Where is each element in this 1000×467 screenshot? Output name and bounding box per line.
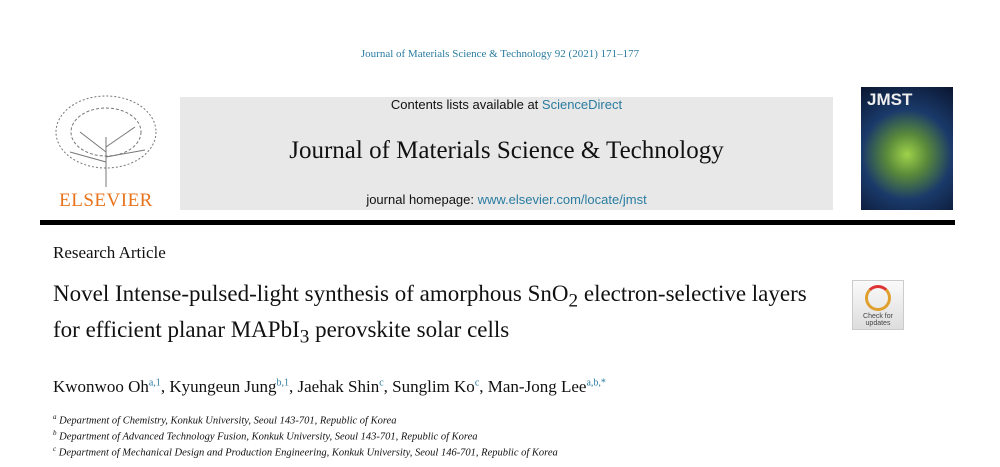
author-name: Kyungeun Jung — [169, 377, 277, 396]
journal-citation[interactable]: Journal of Materials Science & Technolog… — [360, 48, 640, 60]
check-for-updates-button[interactable]: Check for updates — [852, 280, 904, 330]
affiliation-mark: c — [53, 445, 57, 453]
contents-prefix: Contents lists available at — [390, 97, 542, 112]
check-line2: updates — [865, 320, 891, 327]
title-subscript: 2 — [568, 290, 579, 312]
title-part: electron-selective layers for efficient … — [53, 281, 807, 342]
tree-icon — [55, 95, 157, 187]
publisher-name: ELSEVIER — [59, 190, 153, 211]
author[interactable]: Kyungeun Jungb,1 — [169, 377, 289, 396]
author-name: Sunglim Ko — [392, 377, 475, 396]
title-subscript: 3 — [299, 326, 310, 348]
author-affiliation-mark[interactable]: a,1 — [148, 377, 161, 389]
author-list: Kwonwoo Oha,1, Kyungeun Jungb,1, Jaehak … — [53, 377, 606, 396]
bookmark-icon — [865, 285, 891, 311]
affiliation: a Department of Chemistry, Konkuk Univer… — [53, 413, 396, 427]
check-line1: Check for — [863, 313, 893, 320]
contents-line: Contents lists available at ScienceDirec… — [180, 97, 833, 113]
article-type: Research Article — [53, 243, 166, 262]
title-part: perovskite solar cells — [309, 316, 510, 342]
author[interactable]: Sunglim Koc — [392, 377, 479, 396]
author[interactable]: Man-Jong Leea,b,* — [488, 377, 606, 396]
elsevier-logo[interactable]: ELSEVIER — [50, 92, 162, 212]
homepage-link[interactable]: www.elsevier.com/locate/jmst — [477, 192, 647, 207]
affiliation-mark: a — [53, 413, 57, 421]
affiliation: c Department of Mechanical Design and Pr… — [53, 445, 558, 459]
homepage-line: journal homepage: www.elsevier.com/locat… — [180, 192, 833, 207]
author-name: Man-Jong Lee — [487, 377, 587, 396]
affiliation-text: Department of Advanced Technology Fusion… — [59, 431, 478, 443]
title-part: Novel Intense-pulsed-light synthesis of … — [53, 281, 569, 306]
homepage-prefix: journal homepage: — [366, 192, 478, 207]
affiliation: b Department of Advanced Technology Fusi… — [53, 429, 478, 443]
affiliation-text: Department of Chemistry, Konkuk Universi… — [59, 415, 397, 427]
header-divider — [40, 220, 955, 225]
author[interactable]: Jaehak Shinc — [298, 377, 384, 396]
author-name: Kwonwoo Oh — [53, 377, 149, 396]
journal-header-box: Contents lists available at ScienceDirec… — [180, 97, 833, 210]
author-affiliation-mark[interactable]: a,b,* — [586, 377, 606, 389]
affiliation-mark: b — [53, 429, 57, 437]
author-affiliation-mark[interactable]: c — [379, 377, 384, 389]
affiliation-text: Department of Mechanical Design and Prod… — [58, 447, 558, 459]
article-title: Novel Intense-pulsed-light synthesis of … — [53, 280, 833, 351]
cover-label: JMST — [867, 90, 913, 109]
journal-title: Journal of Materials Science & Technolog… — [289, 137, 724, 164]
sciencedirect-link[interactable]: ScienceDirect — [541, 97, 623, 112]
author-affiliation-mark[interactable]: c — [474, 377, 480, 389]
author[interactable]: Kwonwoo Oha,1 — [53, 377, 161, 396]
author-affiliation-mark[interactable]: b,1 — [276, 377, 290, 389]
author-name: Jaehak Shin — [297, 377, 380, 396]
journal-cover-image[interactable]: JMST — [861, 87, 953, 210]
